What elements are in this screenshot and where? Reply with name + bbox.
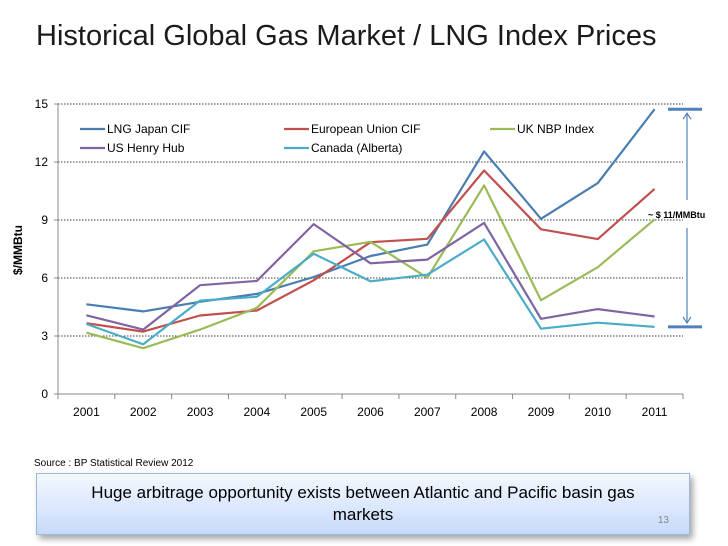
legend-label: European Union CIF [311, 122, 420, 136]
x-tick-label: 2002 [130, 405, 157, 419]
callout-box: Huge arbitrage opportunity exists betwee… [36, 473, 690, 535]
line-chart: 0 3 6 9 12 15 2001 2002 2003 2004 2005 2006 2007 2008… [11, 97, 705, 419]
slide-title: Historical Global Gas Market / LNG Index… [36, 20, 657, 52]
y-tick-label: 6 [41, 271, 48, 285]
spread-arrowhead-up [682, 112, 692, 120]
x-tick-label: 2003 [187, 405, 214, 419]
x-tick-label: 2008 [471, 405, 498, 419]
x-tick-label: 2001 [73, 405, 100, 419]
slide-number: 13 [657, 515, 669, 526]
series-line-4 [86, 238, 655, 346]
x-tick-label: 2005 [300, 405, 327, 419]
y-tick-label: 9 [41, 213, 48, 227]
x-tick-label: 2007 [414, 405, 441, 419]
y-tick-label: 15 [35, 97, 49, 111]
spread-arrowhead-down [682, 316, 692, 324]
legend-label: LNG Japan CIF [107, 122, 190, 136]
legend-label: US Henry Hub [107, 141, 185, 155]
x-tick-label: 2010 [584, 405, 611, 419]
y-axis-label: $/MMBtu [11, 225, 25, 275]
legend-label: UK NBP Index [517, 122, 594, 136]
callout-text: Huge arbitrage opportunity exists betwee… [91, 483, 635, 524]
legend-label: Canada (Alberta) [311, 141, 402, 155]
series-line-0 [86, 108, 656, 313]
x-tick-label: 2006 [357, 405, 384, 419]
y-tick-label: 12 [35, 155, 49, 169]
x-tick-label: 2004 [244, 405, 271, 419]
x-tick-label: 2009 [528, 405, 555, 419]
series-line-2 [86, 184, 656, 350]
y-tick-label: 3 [41, 329, 48, 343]
x-tick-label: 2011 [642, 405, 668, 419]
y-tick-label: 0 [41, 387, 48, 401]
spread-annotation: ~ $ 11/MMBtu [648, 210, 705, 220]
series-line-3 [86, 221, 655, 331]
source-note: Source : BP Statistical Review 2012 [34, 458, 194, 469]
